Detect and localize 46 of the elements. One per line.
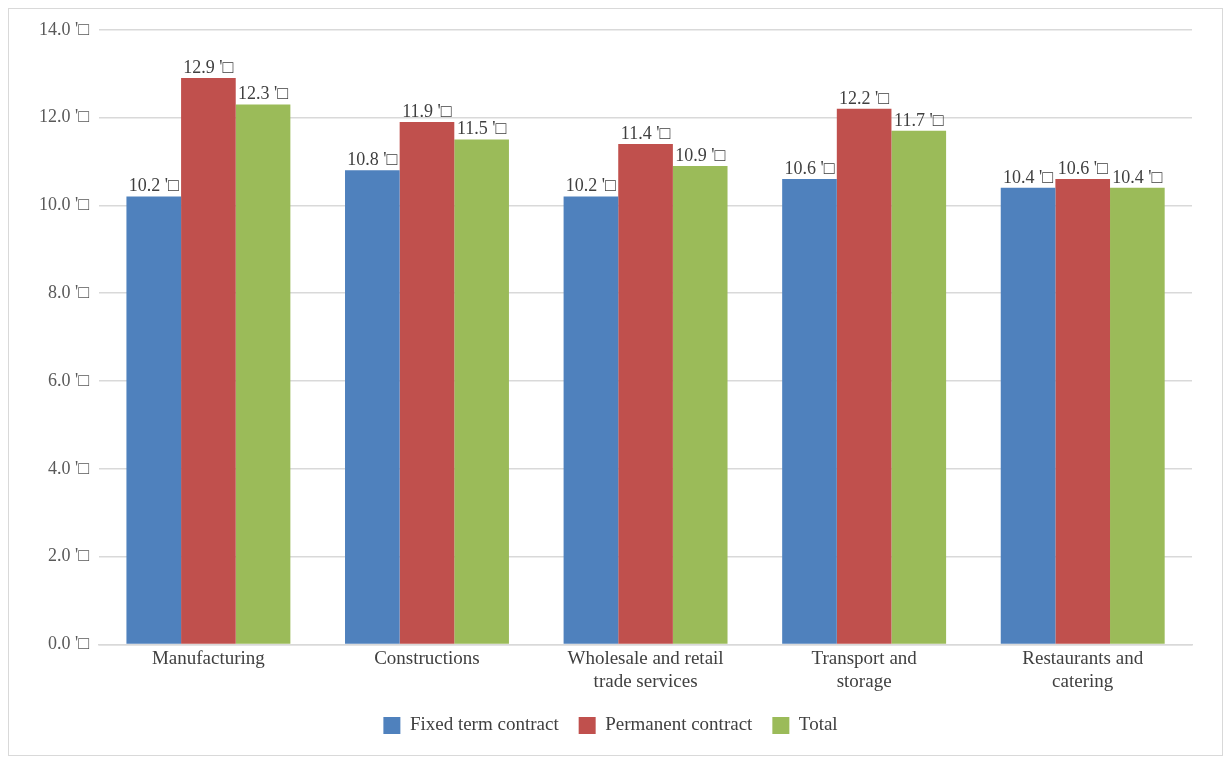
data-label: 11.5 '□	[456, 118, 507, 139]
y-tick-label: 14.0 '□	[38, 18, 90, 39]
data-label: 10.6 '□	[784, 157, 835, 178]
x-tick-label: Restaurants and catering	[1022, 646, 1144, 691]
bar	[235, 104, 291, 644]
x-tick-label: Transport and storage	[811, 646, 918, 691]
data-label: 11.9 '□	[402, 100, 452, 121]
y-tick-label: 12.0 '□	[38, 106, 90, 127]
data-label: 12.9 '□	[183, 56, 234, 77]
bar	[181, 78, 236, 644]
legend-label: Fixed term contract	[409, 713, 560, 735]
data-label: 11.7 '□	[894, 109, 944, 130]
bar	[618, 143, 673, 644]
bar	[399, 121, 455, 644]
x-tick-label: Wholesale and retail trade services	[567, 646, 724, 691]
y-tick-label: 6.0 '□	[47, 369, 90, 390]
bar	[454, 139, 509, 644]
bar	[1055, 179, 1111, 644]
y-tick-label: 0.0 '□	[47, 633, 90, 654]
data-label: 10.4 '□	[1112, 166, 1163, 187]
data-label: 10.4 '□	[1003, 166, 1054, 187]
y-tick-label: 10.0 '□	[38, 194, 90, 215]
bar	[836, 108, 892, 644]
bar	[345, 170, 400, 644]
bar	[891, 130, 947, 644]
x-tick-label: Manufacturing	[151, 646, 266, 668]
legend-label: Total	[798, 713, 838, 735]
y-tick-label: 2.0 '□	[47, 545, 90, 566]
bar	[1110, 187, 1165, 644]
data-label: 10.2 '□	[565, 175, 617, 196]
data-label: 12.2 '□	[839, 87, 890, 108]
legend-label: Permanent contract	[605, 713, 754, 735]
data-label: 10.9 '□	[675, 144, 726, 165]
data-label: 10.8 '□	[347, 149, 398, 170]
data-label: 11.4 '□	[620, 122, 671, 143]
data-label: 12.3 '□	[237, 83, 289, 104]
bar	[1000, 187, 1056, 644]
bar	[782, 179, 837, 644]
x-tick-label: Constructions	[374, 646, 480, 668]
y-tick-label: 4.0 '□	[47, 457, 90, 478]
bar	[563, 196, 619, 644]
data-label: 10.6 '□	[1057, 157, 1108, 178]
bar	[126, 196, 182, 644]
y-tick-label: 8.0 '□	[47, 281, 90, 302]
data-label: 10.2 '□	[128, 175, 179, 196]
bar	[672, 165, 728, 644]
